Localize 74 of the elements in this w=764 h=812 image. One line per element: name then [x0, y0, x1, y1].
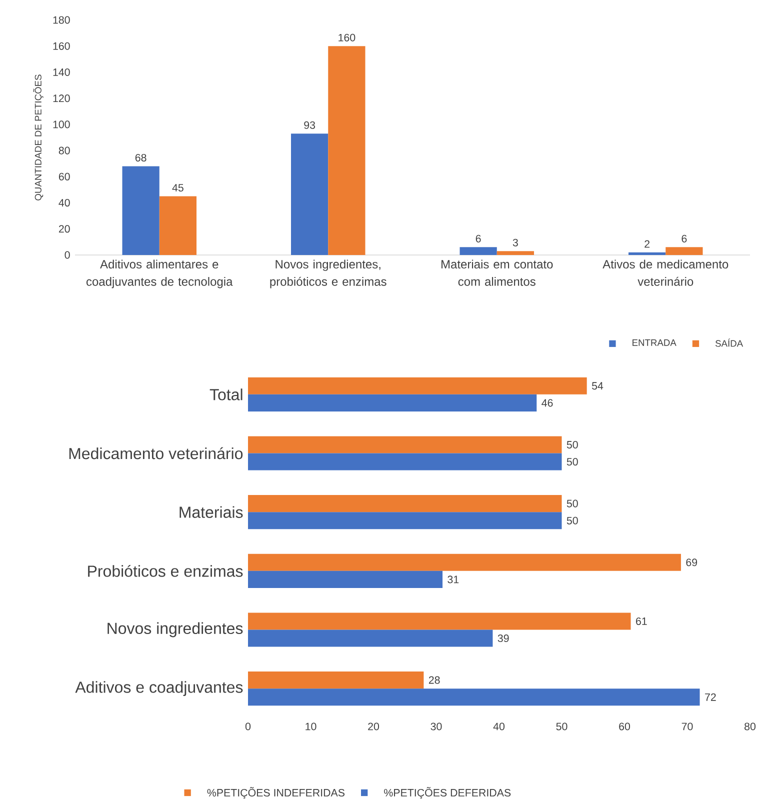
x-tick-label: 80 [744, 722, 756, 730]
data-label: 61 [636, 617, 647, 625]
y-tick-label: Total [210, 388, 242, 400]
y-tick-label: 120 [53, 94, 70, 102]
bar [628, 252, 666, 255]
data-label: 6 [476, 234, 481, 242]
data-label: 50 [566, 500, 578, 508]
x-tick-label: 0 [245, 722, 251, 730]
data-label: 50 [566, 440, 578, 448]
x-tick-label: 50 [556, 722, 568, 730]
bar [248, 377, 587, 394]
bar [666, 247, 703, 255]
y-tick-label: 0 [64, 251, 70, 259]
x-tick-label: Novos ingredientes, probióticos e enzimas [270, 260, 386, 288]
y-tick-label: Materiais [180, 506, 243, 518]
x-tick-label: 10 [306, 722, 316, 730]
y-tick-label: 40 [58, 198, 70, 207]
bar [248, 688, 700, 706]
y-tick-label: Aditivos e coadjuvantes [75, 681, 243, 696]
data-label: 2 [644, 240, 650, 248]
y-tick-label: 60 [58, 172, 70, 180]
bar [248, 570, 443, 588]
x-tick-label: 60 [619, 722, 630, 730]
y-tick-label: 100 [53, 120, 70, 128]
data-label: 3 [512, 238, 518, 246]
data-label: 28 [428, 676, 440, 684]
y-axis-title: QUANTIDADE DE PETIÇÕES [33, 74, 44, 200]
data-label: 93 [304, 121, 316, 129]
y-tick-label: 140 [53, 68, 70, 76]
data-label: 6 [682, 234, 687, 242]
bar [248, 630, 493, 647]
y-tick-label: Medicamento veterinário [69, 447, 243, 460]
data-label: 39 [498, 634, 509, 642]
data-label: 46 [542, 399, 553, 407]
data-label: 72 [705, 693, 716, 701]
bar [248, 453, 562, 470]
bar [248, 612, 631, 630]
x-tick-label: 30 [430, 722, 442, 730]
legend-label: %PETIÇÕES INDEFERIDAS [207, 787, 345, 799]
legend-label: ENTRADA [632, 339, 676, 346]
bar [122, 166, 160, 255]
bar [496, 251, 534, 255]
bar [248, 672, 424, 689]
legend-label: %PETIÇÕES DEFERIDAS [384, 787, 511, 799]
y-tick-label: Novos ingredientes [108, 622, 243, 638]
legend-label: SAÍDA [715, 338, 744, 347]
y-tick-label: 160 [53, 42, 70, 50]
data-label: 68 [135, 154, 146, 162]
y-tick-label: 20 [58, 225, 70, 233]
data-label: 54 [592, 382, 604, 390]
data-label: 160 [338, 34, 356, 42]
bar [328, 46, 366, 255]
data-label: 69 [686, 558, 698, 566]
x-tick-label: Ativos de medicamento veterinário [602, 260, 728, 286]
x-tick-label: 40 [493, 722, 505, 730]
x-tick-label: 20 [368, 722, 380, 730]
data-label: 31 [448, 576, 459, 584]
data-label: 50 [566, 516, 578, 524]
bar [248, 554, 681, 571]
y-tick-label: 80 [58, 146, 70, 154]
y-tick-label: 180 [53, 16, 70, 24]
x-tick-label: Materiais em contato com alimentos [442, 260, 553, 286]
x-tick-label: Aditivos alimentares e coadjuvantes de tecnologia [86, 260, 233, 288]
bar [159, 196, 196, 255]
x-tick-label: 70 [682, 722, 693, 730]
bar [460, 247, 497, 255]
bar [248, 495, 562, 512]
data-label: 45 [172, 184, 184, 192]
bar [248, 512, 562, 530]
bar [248, 436, 562, 454]
bar [291, 134, 328, 255]
y-tick-label: Probióticos e enzimas [88, 564, 243, 577]
data-label: 50 [566, 458, 578, 466]
bar [248, 394, 537, 412]
